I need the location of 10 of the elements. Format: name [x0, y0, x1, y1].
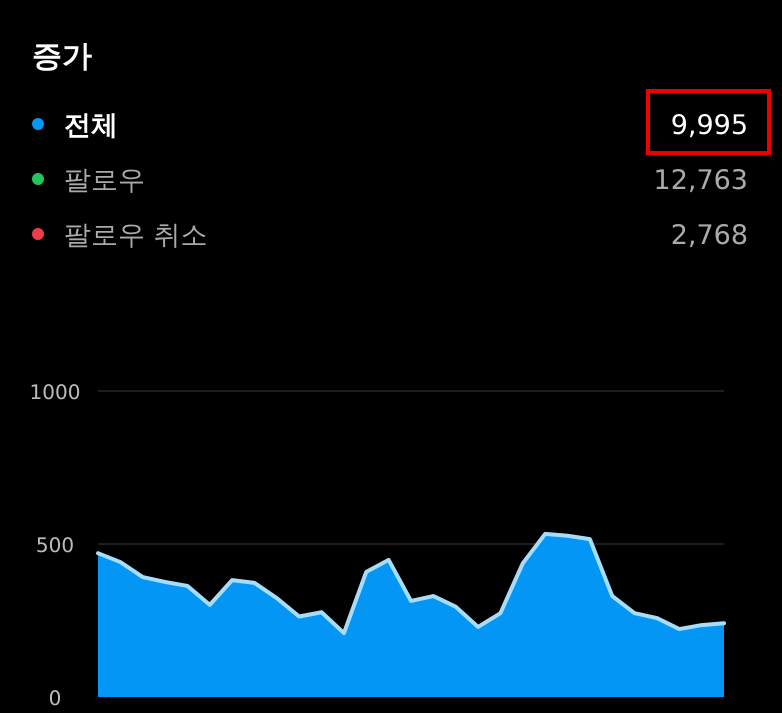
text: 12,763 — [654, 165, 748, 196]
text: 9,995 — [670, 110, 748, 141]
y-tick-label: 1000 — [30, 380, 80, 404]
chart-title: 증가 — [32, 39, 92, 74]
y-tick-label: 0 — [48, 686, 62, 710]
y-tick-label: 500 — [36, 533, 74, 557]
legend-label: 팔로우 취소 — [64, 220, 208, 251]
text: 2,768 — [670, 220, 748, 251]
legend-label: 전체 — [64, 110, 118, 141]
legend-label: 팔로우 — [64, 165, 145, 196]
